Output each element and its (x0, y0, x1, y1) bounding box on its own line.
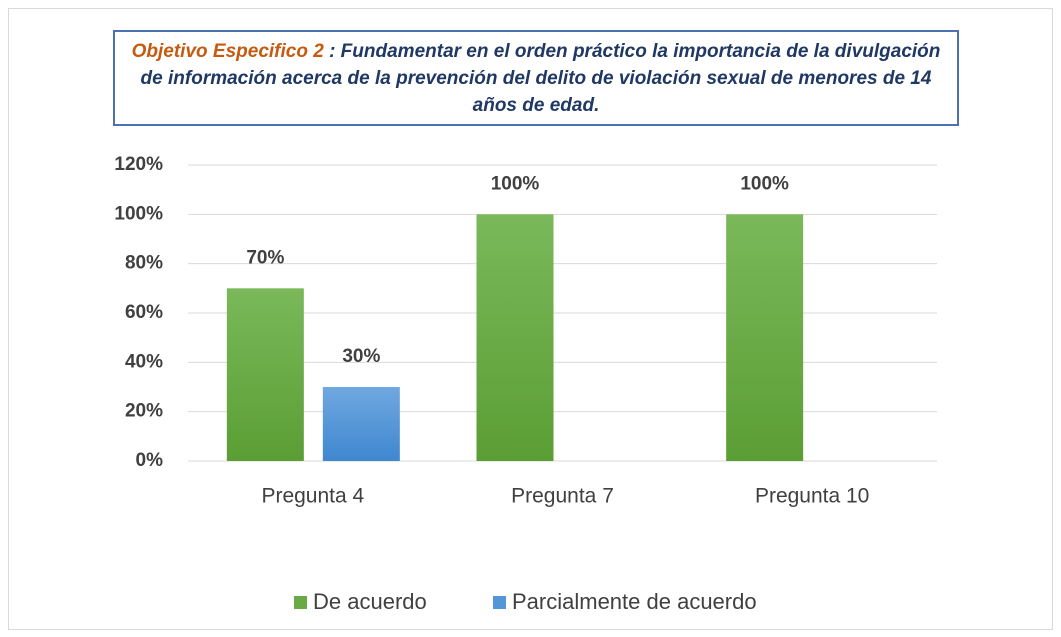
data-label: 70% (246, 247, 284, 268)
y-tick-label: 120% (114, 154, 163, 175)
bar (226, 288, 304, 461)
legend-label: De acuerdo (313, 589, 427, 614)
title-text: Objetivo Especifico 2 : Fundamentar en e… (121, 38, 951, 119)
x-tick-label: Pregunta 7 (511, 485, 614, 508)
legend-swatch (294, 596, 307, 609)
y-tick-label: 80% (125, 253, 163, 274)
x-tick-label: Pregunta 10 (755, 485, 869, 508)
title-body: : Fundamentar en el orden práctico la im… (140, 40, 941, 116)
chart-title: Objetivo Especifico 2 : Fundamentar en e… (113, 30, 959, 126)
y-tick-label: 100% (114, 203, 163, 224)
y-tick-label: 20% (125, 401, 163, 422)
x-tick-label: Pregunta 4 (261, 485, 364, 508)
bar (476, 214, 554, 461)
data-label: 30% (342, 346, 380, 367)
bar (322, 387, 400, 461)
legend-swatch (493, 596, 506, 609)
data-label: 100% (491, 173, 540, 194)
y-tick-label: 0% (136, 450, 164, 471)
y-tick-label: 60% (125, 302, 163, 323)
data-label: 100% (740, 173, 789, 194)
y-tick-label: 40% (125, 351, 163, 372)
title-lead: Objetivo Especifico 2 (131, 40, 324, 62)
legend-label: Parcialmente de acuerdo (512, 589, 757, 614)
bar (726, 214, 804, 461)
